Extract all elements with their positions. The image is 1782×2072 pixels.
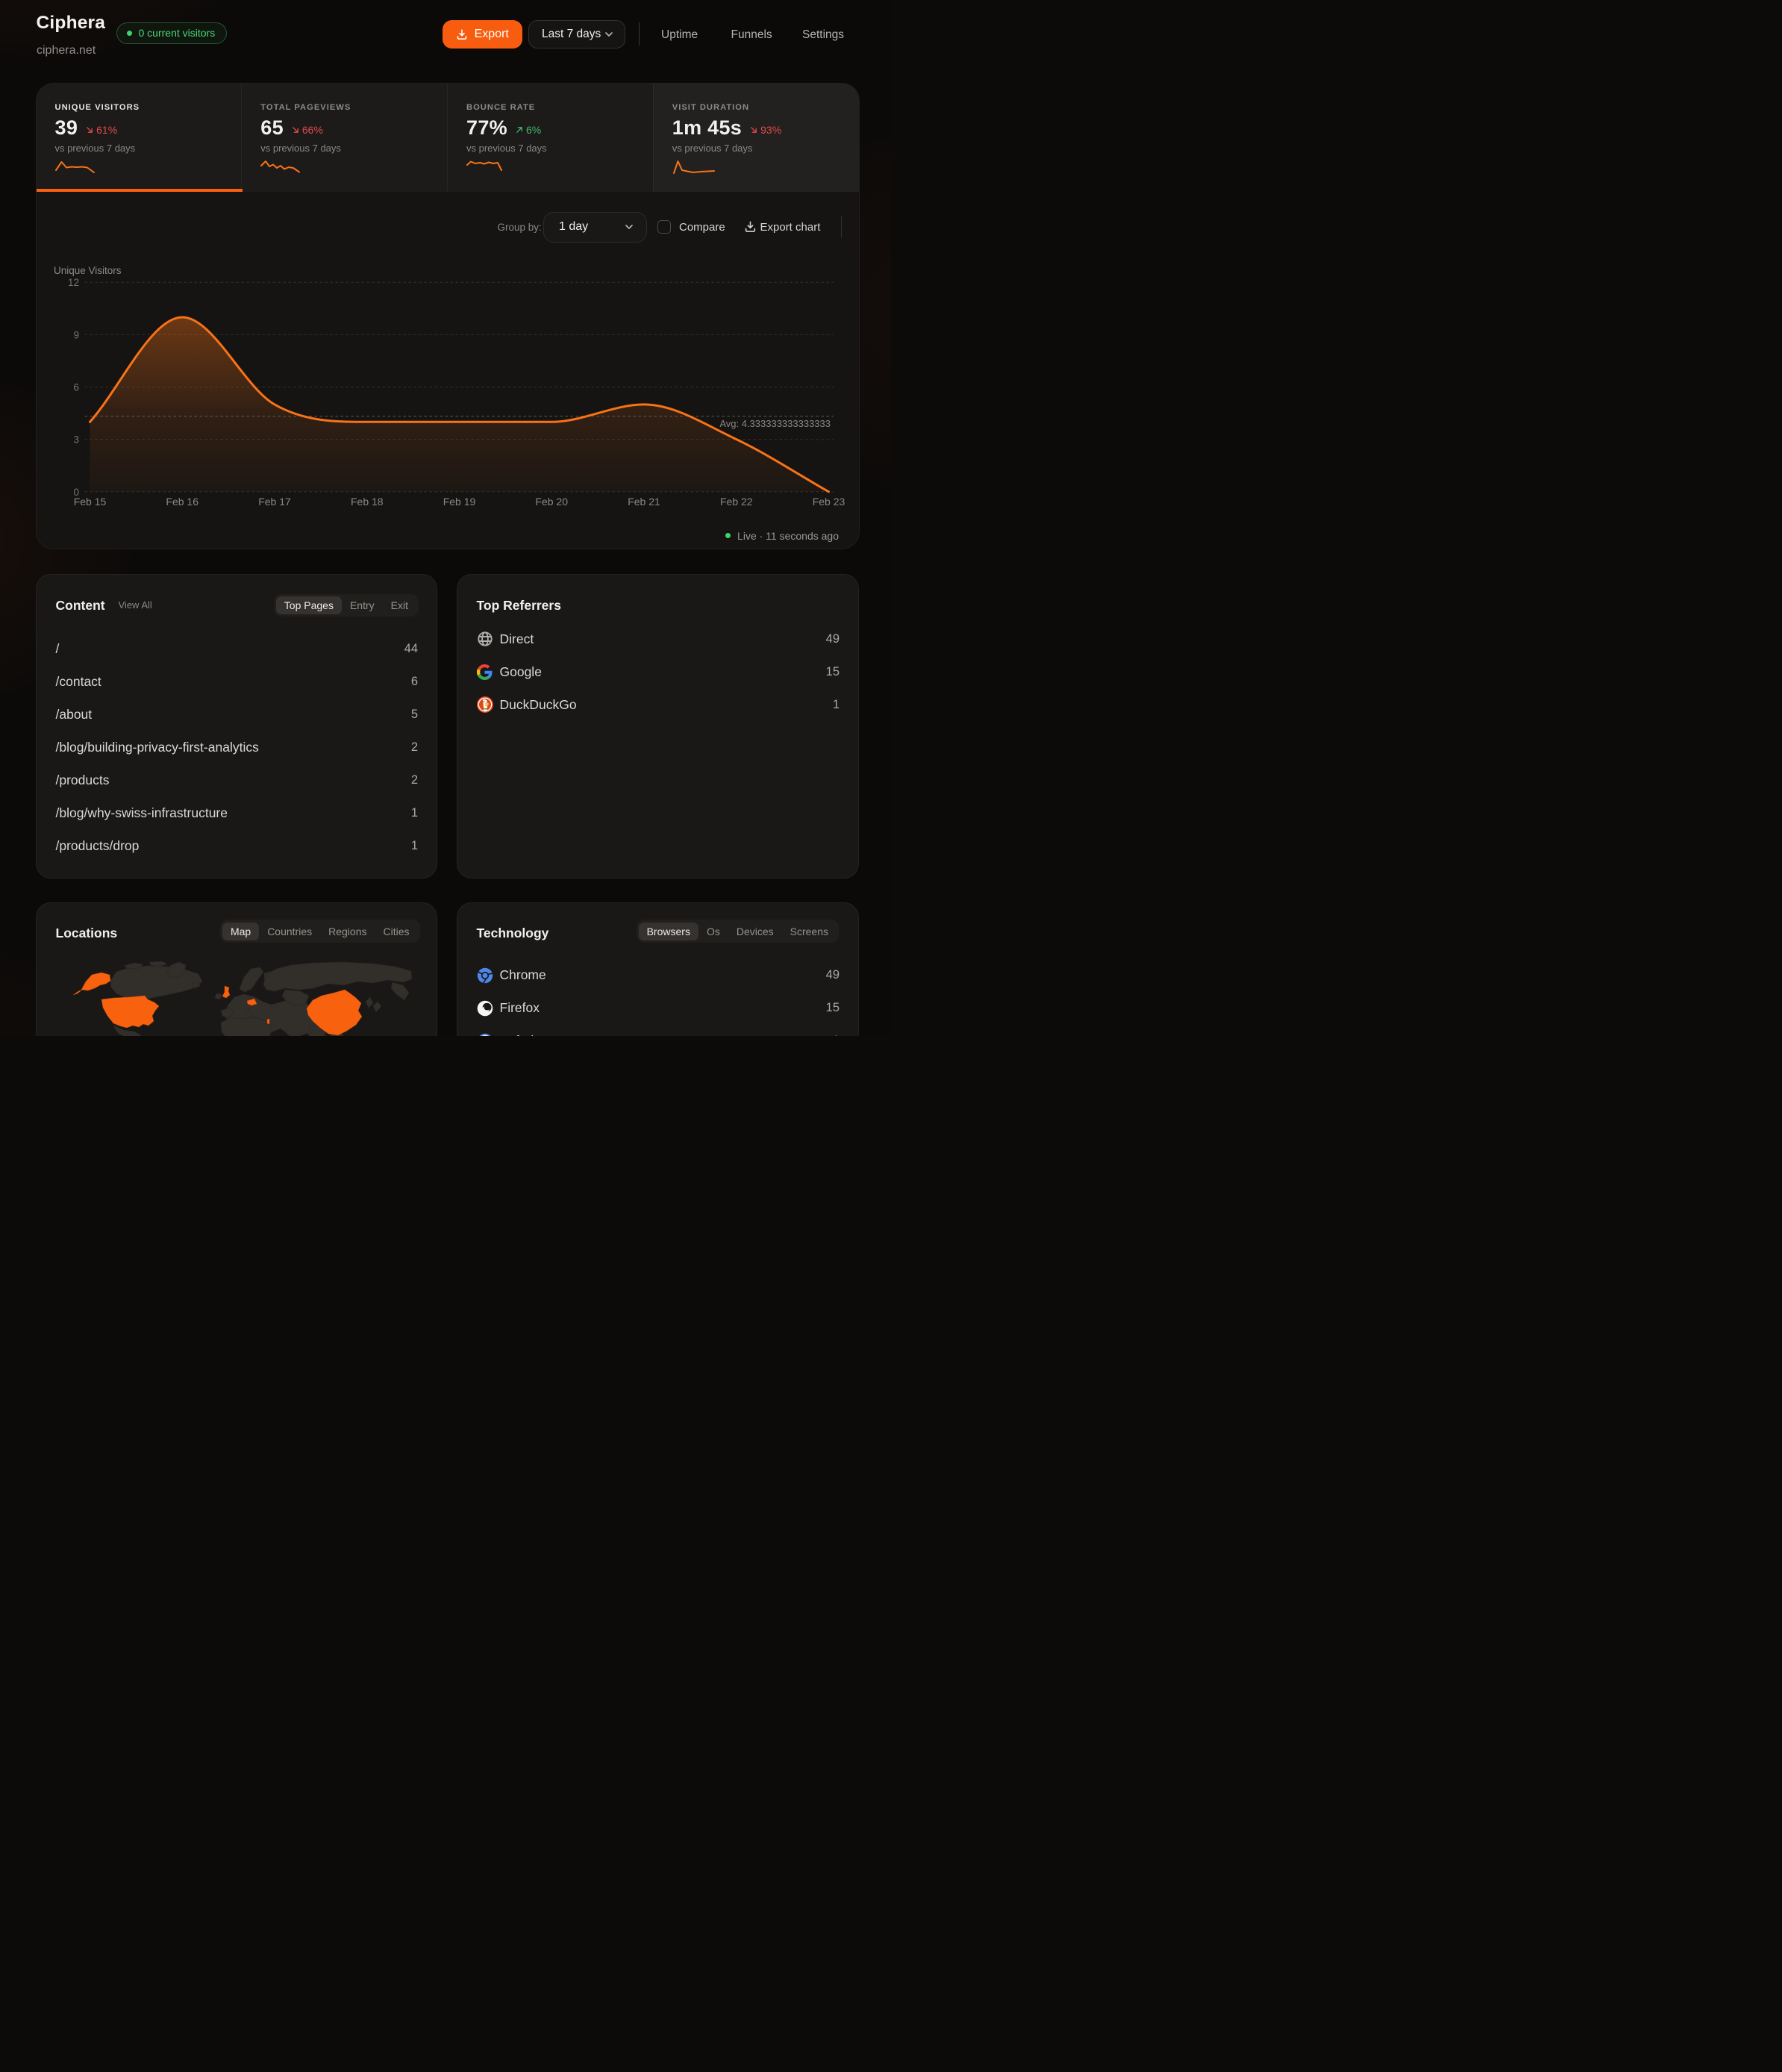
svg-text:Unique Visitors: Unique Visitors — [54, 265, 122, 276]
svg-text:Feb 15: Feb 15 — [73, 496, 106, 508]
svg-text:Feb 23: Feb 23 — [812, 496, 845, 508]
svg-text:Feb 22: Feb 22 — [720, 496, 753, 508]
svg-text:0: 0 — [73, 487, 79, 498]
svg-text:6: 6 — [73, 381, 79, 393]
svg-text:Feb 16: Feb 16 — [166, 496, 198, 508]
svg-text:Feb 17: Feb 17 — [258, 496, 291, 508]
svg-text:Feb 20: Feb 20 — [535, 496, 568, 508]
svg-text:Feb 18: Feb 18 — [351, 496, 384, 508]
svg-text:Feb 21: Feb 21 — [628, 496, 660, 508]
svg-text:Avg: 4.333333333333333: Avg: 4.333333333333333 — [719, 418, 831, 429]
svg-text:9: 9 — [73, 329, 79, 340]
svg-text:12: 12 — [67, 277, 78, 288]
svg-text:3: 3 — [73, 434, 79, 445]
svg-text:Feb 19: Feb 19 — [443, 496, 475, 508]
